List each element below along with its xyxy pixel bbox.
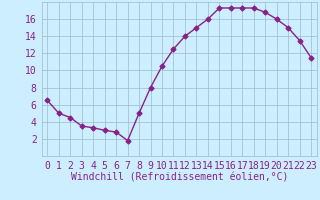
- X-axis label: Windchill (Refroidissement éolien,°C): Windchill (Refroidissement éolien,°C): [70, 172, 288, 182]
